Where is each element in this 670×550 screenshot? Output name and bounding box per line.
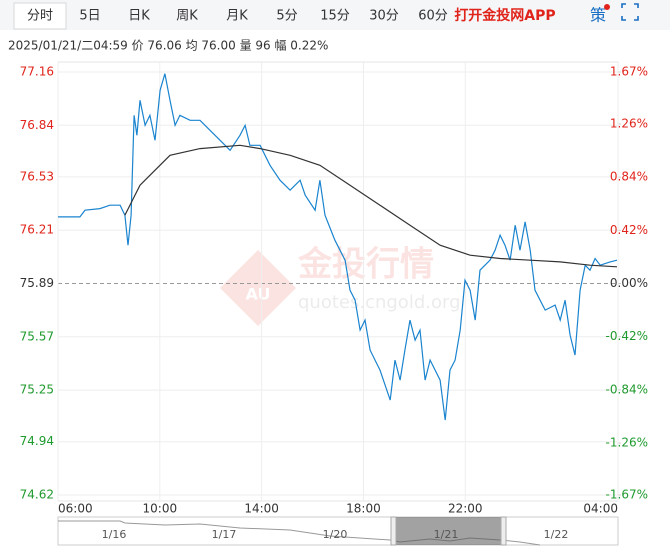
- x-tick-label: 22:00: [448, 502, 483, 516]
- x-tick-label: 18:00: [346, 502, 381, 516]
- x-tick-label: 14:00: [244, 502, 279, 516]
- y2-tick-label: 0.00%: [610, 276, 648, 290]
- fullscreen-button[interactable]: [621, 3, 639, 21]
- y-tick-label: 75.89: [20, 276, 54, 290]
- tab[interactable]: 周K: [176, 9, 198, 24]
- y2-tick-label: -1.67%: [606, 488, 648, 502]
- navigator-handle[interactable]: [500, 516, 507, 546]
- tab[interactable]: 5分: [276, 9, 297, 24]
- tab[interactable]: 15分: [320, 9, 350, 24]
- series-line: [58, 73, 618, 421]
- series-line: [124, 144, 618, 268]
- y2-tick-label: 1.26%: [610, 116, 648, 130]
- y-tick-label: 76.21: [20, 223, 54, 237]
- navigator: 1/16 1/17 1/20 1/21 1/22: [57, 516, 619, 546]
- y-tick-label: 74.62: [20, 488, 54, 502]
- y2-tick-label: 0.42%: [610, 223, 648, 237]
- navigator-label: 1/17: [212, 528, 237, 541]
- navigator-frame: [57, 516, 619, 546]
- x-tick-label: 10:00: [143, 502, 178, 516]
- strategy-button[interactable]: 策: [590, 6, 606, 25]
- watermark-title: 金投行情: [297, 245, 434, 285]
- navigator-label: 1/22: [544, 528, 569, 541]
- y-tick-label: 77.16: [20, 65, 54, 79]
- y-tick-label: 76.53: [20, 169, 54, 183]
- watermark-logo-text: AU: [246, 285, 271, 304]
- navigator-label: 1/21: [434, 528, 459, 541]
- tab[interactable]: 月K: [226, 9, 248, 24]
- y2-tick-label: 0.84%: [610, 170, 648, 184]
- tab[interactable]: 日K: [128, 9, 150, 24]
- tab-bar: [0, 0, 670, 30]
- tab[interactable]: 30分: [369, 9, 399, 24]
- navigator-label: 1/20: [323, 528, 348, 541]
- x-tick-label: 04:00: [583, 502, 618, 516]
- navigator-handle[interactable]: [390, 516, 397, 546]
- selected-tab: [13, 2, 67, 30]
- info-line: 2025/01/21/二04:59 价 76.06 均 76.00 量 96 幅…: [8, 38, 328, 53]
- navigator-label: 1/16: [102, 528, 127, 541]
- x-tick-label: 06:00: [58, 502, 93, 516]
- y-tick-label: 76.84: [20, 118, 54, 132]
- y-tick-label: 75.57: [20, 329, 54, 343]
- y2-tick-label: -0.84%: [606, 382, 648, 396]
- tab[interactable]: 5日: [79, 9, 100, 24]
- y-tick-label: 74.94: [20, 434, 54, 448]
- y-tick-label: 75.25: [20, 383, 54, 397]
- badge: [604, 4, 610, 10]
- tab[interactable]: 分时: [27, 9, 53, 24]
- watermark-url: quotes.cngold.org: [298, 292, 461, 313]
- y2-tick-label: -0.42%: [606, 329, 648, 343]
- navigator-window[interactable]: [395, 517, 502, 545]
- watermark: AU 金投行情 quotes.cngold.org: [220, 245, 461, 326]
- y2-tick-label: 1.67%: [610, 65, 648, 79]
- promo-link[interactable]: 打开金投网APP: [454, 7, 555, 24]
- y2-tick-label: -1.26%: [606, 436, 648, 450]
- tab[interactable]: 60分: [418, 9, 448, 24]
- watermark-logo: [220, 250, 296, 326]
